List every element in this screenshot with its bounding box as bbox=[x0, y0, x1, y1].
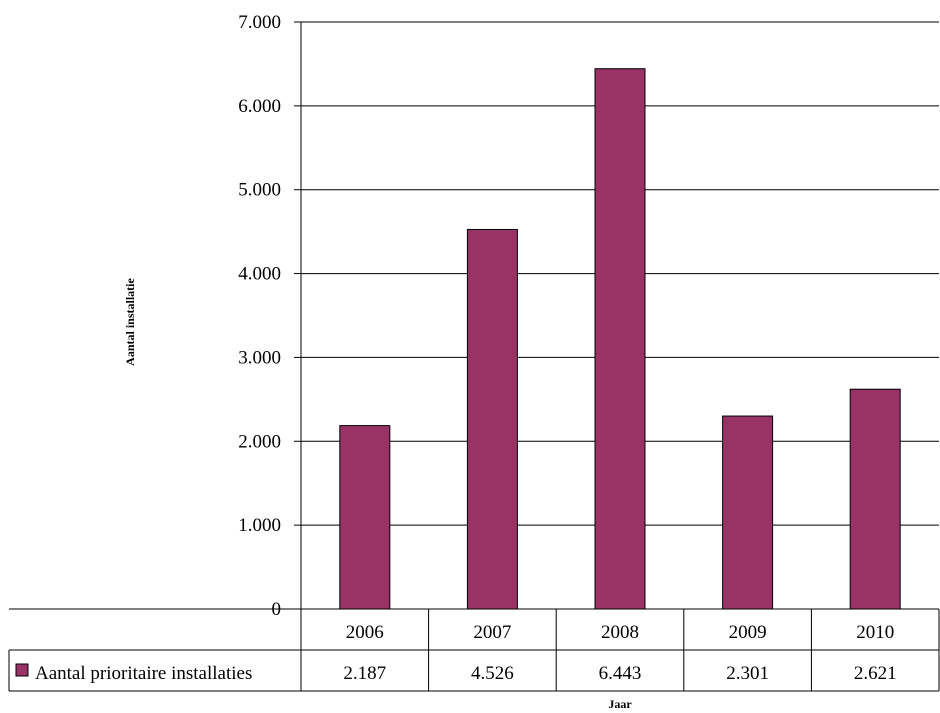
y-tick-label: 6.000 bbox=[238, 96, 281, 117]
legend-label: Aantal prioritaire installaties bbox=[35, 663, 252, 684]
data-label: 2.301 bbox=[726, 663, 769, 684]
x-tick-label: 2008 bbox=[601, 622, 639, 643]
data-label: 4.526 bbox=[471, 663, 514, 684]
x-tick-label: 2007 bbox=[473, 622, 511, 643]
data-table: 2006 2.187 2007 4.526 2008 6.443 2009 2.301 2010… bbox=[8, 608, 940, 692]
data-label: 2.621 bbox=[854, 663, 897, 684]
bar-2007 bbox=[466, 228, 518, 610]
x-tick-label: 2010 bbox=[856, 622, 894, 643]
data-label: 2.187 bbox=[343, 663, 386, 684]
y-tick-label: 5.000 bbox=[238, 180, 281, 201]
y-tick-label: 2.000 bbox=[238, 431, 281, 452]
bar-2010 bbox=[849, 388, 901, 610]
y-axis-title: Aantal installatie bbox=[123, 277, 137, 365]
y-tick-label: 4.000 bbox=[238, 264, 281, 285]
data-label: 6.443 bbox=[599, 663, 642, 684]
bar-2008 bbox=[594, 68, 646, 610]
bars bbox=[339, 68, 901, 610]
bar-2006 bbox=[339, 425, 391, 610]
bar-2009 bbox=[722, 415, 774, 610]
y-tick-label: 1.000 bbox=[238, 515, 281, 536]
y-tick-label: 7.000 bbox=[238, 12, 281, 33]
x-tick-label: 2006 bbox=[346, 622, 384, 643]
y-tick-label: 3.000 bbox=[238, 347, 281, 368]
x-tick-label: 2009 bbox=[729, 622, 767, 643]
x-axis-title: Jaar bbox=[608, 697, 632, 711]
legend-swatch bbox=[15, 663, 29, 677]
